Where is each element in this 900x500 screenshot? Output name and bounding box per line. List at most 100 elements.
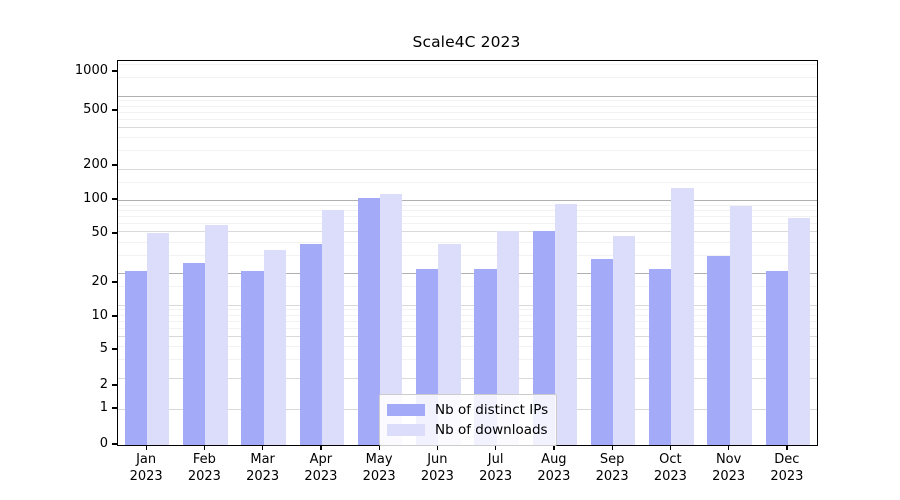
- bar-ips-sep: [590, 259, 614, 445]
- gridline: [118, 137, 817, 139]
- x-axis-tick: [669, 445, 672, 450]
- y-axis-tick: [112, 443, 117, 445]
- x-axis-label: Mar 2023: [246, 452, 280, 484]
- x-axis-label: Jun 2023: [420, 452, 454, 484]
- gridline: [118, 241, 817, 243]
- gridline: [118, 314, 817, 316]
- y-axis-label: 2: [99, 377, 108, 392]
- y-axis-tick: [112, 109, 117, 111]
- y-axis-label: 1000: [74, 63, 108, 78]
- plot-inner: [118, 61, 817, 445]
- y-axis-label: 20: [91, 274, 108, 289]
- gridline: [118, 210, 817, 212]
- y-axis-tick: [112, 348, 117, 350]
- gridline: [118, 346, 817, 348]
- gridline: [118, 304, 817, 306]
- bar-ips-dec: [765, 270, 788, 445]
- x-axis-tick: [495, 445, 497, 450]
- bar-ips-apr: [299, 243, 322, 445]
- y-axis-tick: [112, 384, 117, 386]
- x-axis-label: Oct 2023: [653, 452, 687, 484]
- y-axis-label: 100: [83, 191, 108, 206]
- y-axis-tick: [112, 70, 117, 72]
- legend-item-downloads: Nb of downloads: [387, 420, 548, 440]
- gridline: [118, 111, 817, 113]
- bar-ips-aug: [532, 230, 555, 445]
- y-axis-tick: [112, 164, 117, 166]
- gridline: [118, 150, 817, 152]
- gridline: [118, 181, 817, 183]
- x-axis-tick: [436, 445, 439, 450]
- y-axis-label: 500: [83, 102, 108, 117]
- bar-downloads-oct: [671, 188, 694, 445]
- x-axis-tick: [728, 445, 730, 450]
- bar-ips-nov: [707, 256, 730, 445]
- page-title: Scale4C 2023: [412, 33, 521, 51]
- bar-ips-oct: [649, 268, 672, 445]
- x-axis-tick: [611, 445, 613, 450]
- bar-ips-may: [357, 197, 381, 445]
- gridline: [118, 359, 817, 361]
- gridline: [118, 327, 817, 329]
- legend-item-ips: Nb of distinct IPs: [387, 400, 548, 420]
- gridline: [118, 286, 817, 288]
- y-axis-label: 200: [83, 157, 108, 172]
- x-axis-label: Nov 2023: [712, 452, 746, 484]
- y-axis-label: 0: [99, 436, 108, 451]
- x-axis-label: Sep 2023: [595, 452, 629, 484]
- y-axis-label: 5: [99, 341, 108, 356]
- bar-downloads-jul: [496, 231, 519, 445]
- gridline: [118, 320, 817, 322]
- x-axis-label: Feb 2023: [187, 452, 221, 484]
- gridline: [118, 223, 817, 225]
- legend-label-ips: Nb of distinct IPs: [435, 402, 549, 418]
- x-axis-label: Jul 2023: [479, 452, 513, 484]
- x-axis-tick: [786, 445, 788, 450]
- bar-downloads-jan: [147, 233, 170, 445]
- gridline: [118, 377, 817, 379]
- bar-ips-mar: [241, 270, 264, 445]
- gridline: [118, 309, 817, 311]
- gridline: [118, 126, 817, 128]
- x-axis-label: May 2023: [362, 452, 396, 484]
- x-axis-label: Dec 2023: [770, 452, 804, 484]
- y-axis-label: 10: [91, 308, 108, 323]
- gridline: [118, 273, 817, 275]
- x-axis-tick: [203, 445, 206, 450]
- y-axis-tick: [112, 315, 117, 317]
- gridline: [118, 231, 817, 233]
- gridline: [118, 204, 817, 206]
- bar-ips-jan: [124, 270, 148, 445]
- gridline: [118, 200, 817, 201]
- y-axis-tick: [112, 232, 117, 234]
- x-axis-tick: [262, 445, 264, 450]
- x-axis-tick: [320, 445, 322, 450]
- gridline: [118, 254, 817, 256]
- gridline: [118, 118, 817, 120]
- y-axis-label: 1: [99, 400, 108, 415]
- y-axis-tick: [112, 281, 117, 283]
- x-axis-label: Aug 2023: [537, 452, 571, 484]
- gridline: [118, 216, 817, 218]
- x-axis-tick: [378, 445, 380, 450]
- bar-downloads-may: [380, 193, 403, 445]
- bar-downloads-apr: [321, 209, 344, 445]
- gridline: [118, 77, 817, 79]
- x-axis-tick: [553, 445, 555, 450]
- gridline: [118, 105, 817, 107]
- bar-downloads-dec: [787, 218, 810, 445]
- x-axis-label: Jan 2023: [129, 452, 163, 484]
- x-axis-label: Apr 2023: [304, 452, 338, 484]
- gridline: [118, 100, 817, 102]
- y-axis-label: 50: [91, 225, 108, 240]
- gridline: [118, 64, 817, 66]
- bar-downloads-nov: [729, 206, 752, 445]
- gridline: [118, 168, 817, 170]
- legend-label-downloads: Nb of downloads: [435, 422, 548, 438]
- y-axis-tick: [112, 407, 117, 409]
- bar-downloads-feb: [205, 224, 228, 445]
- legend-swatch-icon-downloads: [387, 424, 425, 436]
- bar-downloads-sep: [613, 236, 636, 445]
- y-axis-tick: [112, 198, 117, 200]
